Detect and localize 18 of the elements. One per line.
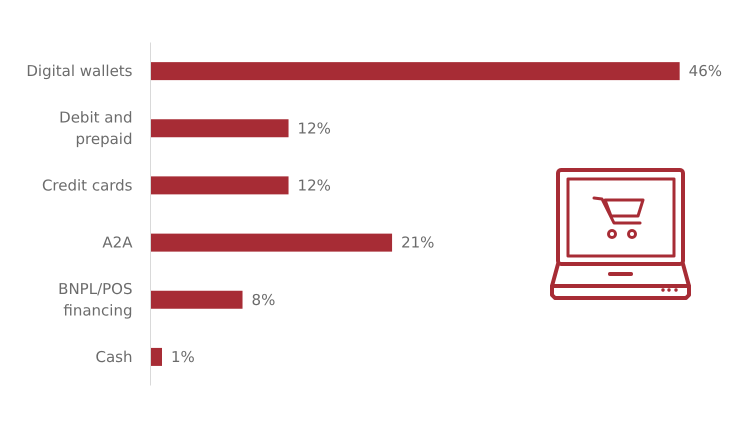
data-label: 12% [298,176,331,194]
y-tick-label: A2A [102,234,134,252]
bar [150,290,243,309]
bar [150,62,680,80]
bar [150,176,289,194]
bar [150,119,289,138]
data-label: 21% [401,234,434,252]
data-label: 12% [298,119,331,138]
y-tick-label: BNPL/POS financing [58,280,133,320]
bar [150,348,162,366]
bar [150,234,392,252]
y-tick-label: Cash [96,348,133,366]
data-label: 1% [171,348,195,366]
data-label: 46% [688,62,722,80]
y-tick-label: Credit cards [42,176,133,194]
y-tick-label: Debit and prepaid [59,108,133,148]
y-tick-label: Digital wallets [26,62,133,80]
data-label: 8% [252,290,276,309]
